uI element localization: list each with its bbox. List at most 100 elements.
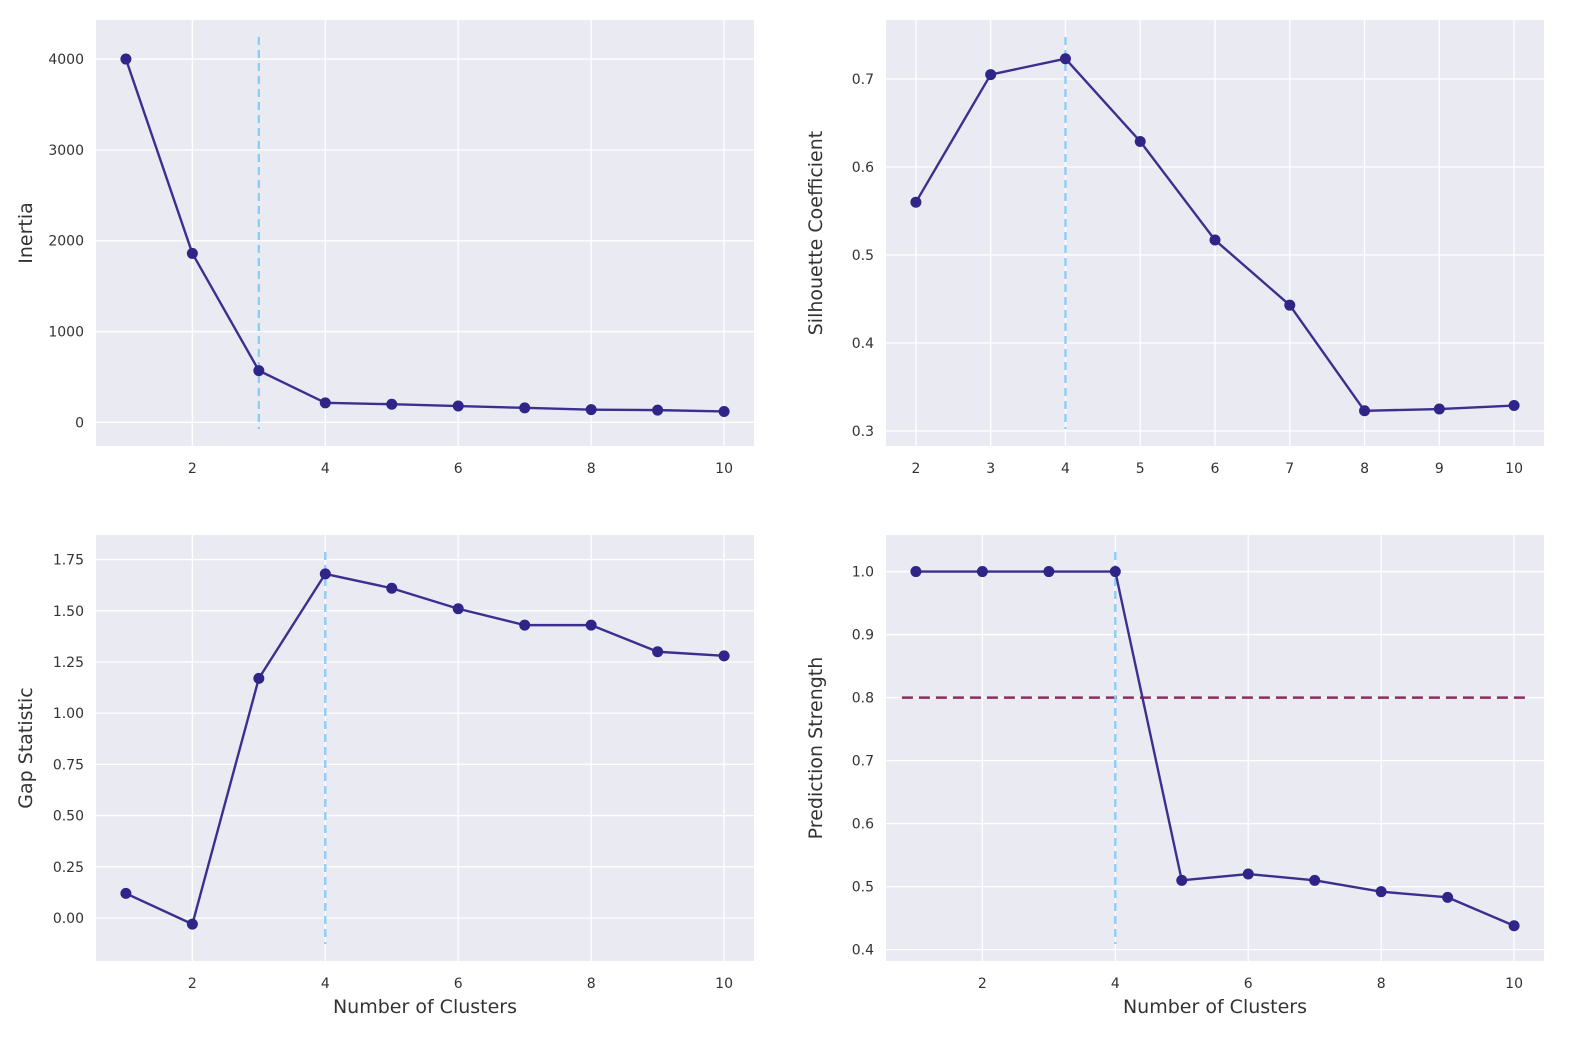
x-tick-label: 6 [454,976,463,992]
x-tick-label: 6 [1244,976,1253,992]
y-tick-label: 1.25 [53,655,84,671]
data-point [386,582,398,594]
x-tick-label: 8 [587,976,596,992]
y-tick-label: 0.5 [852,880,874,896]
y-axis-label: Inertia [15,202,37,264]
data-point [120,887,132,899]
data-point [1508,400,1520,412]
y-tick-label: 0.5 [852,248,874,264]
data-point [186,247,198,259]
x-tick-label: 10 [1505,461,1523,477]
y-tick-label: 0.4 [852,336,874,352]
data-point [910,566,922,578]
chart-bottom-right: 2 4 6 8 10 0.4 0.5 0.6 0.7 0.8 0.9 1.0 Prediction St… [805,535,1544,1018]
data-point [1284,299,1296,311]
y-tick-label: 0.6 [852,817,874,833]
data-point [452,603,464,615]
y-tick-label: 2000 [48,234,84,250]
y-tick-label: 1.75 [53,553,84,569]
chart-top-right: 2 3 4 5 6 7 8 9 10 0.3 0.4 0.5 0.6 0.7 Silhouette Coef… [805,20,1544,477]
x-tick-label: 10 [1505,976,1523,992]
x-tick-label: 4 [1111,976,1120,992]
series-line [124,58,725,413]
data-point [1359,405,1371,417]
x-tick-label: 4 [321,461,330,477]
data-point [319,568,331,580]
y-tick-label: 1.0 [852,565,874,581]
data-point [652,404,664,416]
y-tick-label: 0.00 [53,911,84,927]
data-point [1109,566,1121,578]
x-tick-label: 8 [1377,976,1386,992]
plot-area [886,535,1544,961]
data-point [319,397,331,409]
x-tick-label: 3 [986,461,995,477]
data-point [976,566,988,578]
plot-area [96,535,754,961]
x-tick-label: 9 [1435,461,1444,477]
y-tick-label: 0.6 [852,160,874,176]
x-axis-label: Number of Clusters [1123,996,1307,1018]
y-tick-label: 0.9 [852,628,874,644]
x-tick-label: 6 [454,461,463,477]
y-tick-label: 1.50 [53,604,84,620]
series-line [125,572,725,926]
x-tick-label: 8 [587,461,596,477]
x-axis-label: Number of Clusters [333,996,517,1018]
y-tick-label: 3000 [48,143,84,159]
x-tick-label: 8 [1360,461,1369,477]
x-tick-label: 2 [978,976,987,992]
y-tick-label: 0.8 [852,691,874,707]
data-point [1209,234,1221,246]
data-point [585,619,597,631]
y-tick-label: 1.00 [53,706,84,722]
y-tick-label: 0 [75,415,84,431]
data-point [519,402,531,414]
x-tick-label: 4 [321,976,330,992]
y-tick-label: 4000 [48,52,84,68]
series-line [915,570,1515,927]
data-point [1176,874,1188,886]
y-tick-label: 0.4 [852,943,874,959]
data-point [1433,403,1445,415]
data-point [1309,874,1321,886]
x-tick-label: 2 [911,461,920,477]
data-point [1375,886,1387,898]
data-point [1242,868,1254,880]
y-tick-label: 0.25 [53,860,84,876]
data-point [253,672,265,684]
x-tick-label: 7 [1285,461,1294,477]
data-point [253,365,265,377]
data-point [519,619,531,631]
data-point [1508,920,1520,932]
data-point [186,918,198,930]
y-axis-label: Silhouette Coefficient [805,131,827,336]
y-tick-label: 0.50 [53,809,84,825]
data-point [1059,53,1071,65]
data-point [1043,566,1055,578]
data-point [1442,891,1454,903]
data-point [120,53,132,65]
plot-area [96,20,754,446]
y-axis-label: Prediction Strength [805,657,827,840]
y-tick-label: 0.7 [852,754,874,770]
data-point [585,404,597,416]
x-tick-label: 4 [1061,461,1070,477]
y-axis-label: Gap Statistic [15,687,37,808]
x-tick-label: 2 [188,976,197,992]
data-point [652,646,664,658]
data-point [452,400,464,412]
x-tick-label: 6 [1211,461,1220,477]
data-point [718,650,730,662]
x-tick-label: 5 [1136,461,1145,477]
x-tick-label: 2 [188,461,197,477]
y-tick-label: 0.7 [852,72,874,88]
data-point [910,196,922,208]
data-point [718,405,730,417]
data-point [386,398,398,410]
x-tick-label: 10 [715,976,733,992]
data-point [1134,135,1146,147]
y-tick-label: 0.3 [852,424,874,440]
x-tick-label: 10 [715,461,733,477]
